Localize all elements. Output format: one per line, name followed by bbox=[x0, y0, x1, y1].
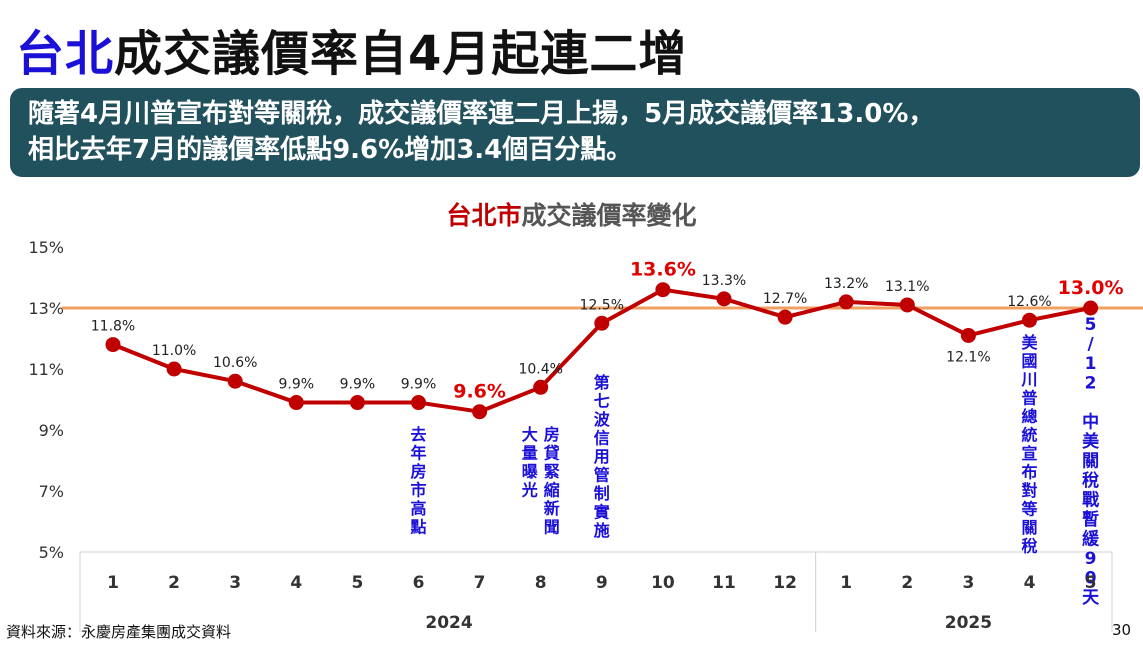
x-tick-label: 12 bbox=[773, 573, 797, 593]
data-label: 13.3% bbox=[702, 273, 746, 289]
x-tick-label: 8 bbox=[535, 573, 547, 593]
data-point bbox=[288, 395, 304, 411]
y-tick-label: 15% bbox=[28, 238, 64, 257]
annotation-text: 美國川普總統宣布對等關稅 bbox=[1020, 333, 1038, 556]
data-point bbox=[655, 282, 671, 298]
data-point bbox=[227, 373, 243, 389]
chart-title: 台北市成交議價率變化 bbox=[0, 196, 1143, 232]
data-label: 13.0% bbox=[1058, 277, 1124, 299]
chart-title-highlight: 台北市 bbox=[446, 201, 522, 230]
x-tick-label: 4 bbox=[290, 573, 302, 593]
data-label: 12.7% bbox=[763, 291, 807, 307]
x-tick-label: 3 bbox=[962, 573, 974, 593]
data-point bbox=[1022, 312, 1037, 328]
data-label: 13.6% bbox=[630, 259, 696, 281]
summary-line-2: 相比去年7月的議價率低點9.6%增加3.4個百分點。 bbox=[28, 135, 633, 165]
page-title: 台北成交議價率自4月起連二增 bbox=[16, 14, 687, 84]
data-point bbox=[166, 361, 182, 377]
annotation-text: 大量曝光 bbox=[521, 425, 538, 500]
x-tick-label: 4 bbox=[1024, 573, 1036, 593]
annotation-text: 第七波信用管制實施 bbox=[594, 373, 611, 540]
data-point bbox=[472, 404, 488, 420]
data-point bbox=[838, 294, 854, 310]
data-label: 12.1% bbox=[946, 349, 990, 365]
page-title-rest: 成交議價率自4月起連二增 bbox=[114, 26, 688, 82]
data-point bbox=[411, 395, 426, 411]
x-tick-label: 5 bbox=[351, 573, 363, 593]
x-tick-label: 1 bbox=[107, 573, 119, 593]
annotation-text: 房貸緊縮新聞 bbox=[543, 425, 560, 537]
data-point bbox=[716, 291, 732, 307]
y-tick-label: 13% bbox=[28, 299, 64, 318]
x-tick-label: 6 bbox=[413, 573, 425, 593]
data-point bbox=[899, 297, 915, 313]
data-point bbox=[105, 337, 121, 353]
x-tick-label: 2 bbox=[168, 573, 180, 593]
x-tick-label: 5 bbox=[1085, 573, 1097, 593]
annotation-text: 5/1 2 中美關稅戰暫緩 9 0 天 bbox=[1082, 315, 1100, 608]
x-tick-label: 10 bbox=[651, 573, 675, 593]
annotation-text: 去年房市高點 bbox=[410, 425, 426, 537]
data-label: 12.5% bbox=[580, 297, 624, 313]
y-tick-label: 9% bbox=[39, 421, 64, 440]
data-label: 11.8% bbox=[91, 319, 135, 335]
data-label: 9.6% bbox=[453, 381, 506, 403]
x-tick-label: 7 bbox=[474, 573, 486, 593]
chart-title-rest: 成交議價率變化 bbox=[521, 201, 697, 230]
data-label: 9.9% bbox=[401, 377, 437, 393]
year-group-label: 2024 bbox=[425, 613, 472, 633]
page-title-highlight: 台北 bbox=[16, 26, 115, 82]
x-tick-label: 1 bbox=[840, 573, 852, 593]
source-note: 資料來源：永慶房產集團成交資料 bbox=[6, 623, 232, 641]
data-label: 10.6% bbox=[213, 355, 257, 371]
summary-banner: 隨著4月川普宣布對等關稅，成交議價率連二月上揚，5月成交議價率13.0%， 相比… bbox=[10, 88, 1140, 177]
data-point bbox=[777, 309, 793, 325]
data-point bbox=[960, 327, 976, 343]
summary-line-1: 隨著4月川普宣布對等關稅，成交議價率連二月上揚，5月成交議價率13.0%， bbox=[28, 99, 935, 129]
year-group-label: 2025 bbox=[945, 613, 992, 633]
x-tick-label: 9 bbox=[596, 573, 608, 593]
data-label: 10.4% bbox=[518, 361, 562, 377]
x-tick-label: 2 bbox=[901, 573, 913, 593]
data-point bbox=[1083, 300, 1099, 316]
y-tick-label: 7% bbox=[39, 482, 64, 501]
page-number: 30 bbox=[1112, 621, 1132, 639]
data-label: 12.6% bbox=[1007, 294, 1051, 310]
data-label: 13.2% bbox=[824, 276, 868, 292]
y-tick-label: 11% bbox=[28, 360, 64, 379]
x-tick-label: 11 bbox=[712, 573, 736, 593]
x-tick-label: 3 bbox=[229, 573, 241, 593]
data-label: 9.9% bbox=[279, 377, 315, 393]
data-point bbox=[533, 379, 549, 395]
data-label: 9.9% bbox=[340, 377, 376, 393]
data-label: 11.0% bbox=[152, 343, 196, 359]
data-point bbox=[594, 315, 610, 331]
data-label: 13.1% bbox=[885, 279, 929, 295]
y-tick-label: 5% bbox=[39, 543, 64, 562]
data-point bbox=[349, 395, 365, 411]
